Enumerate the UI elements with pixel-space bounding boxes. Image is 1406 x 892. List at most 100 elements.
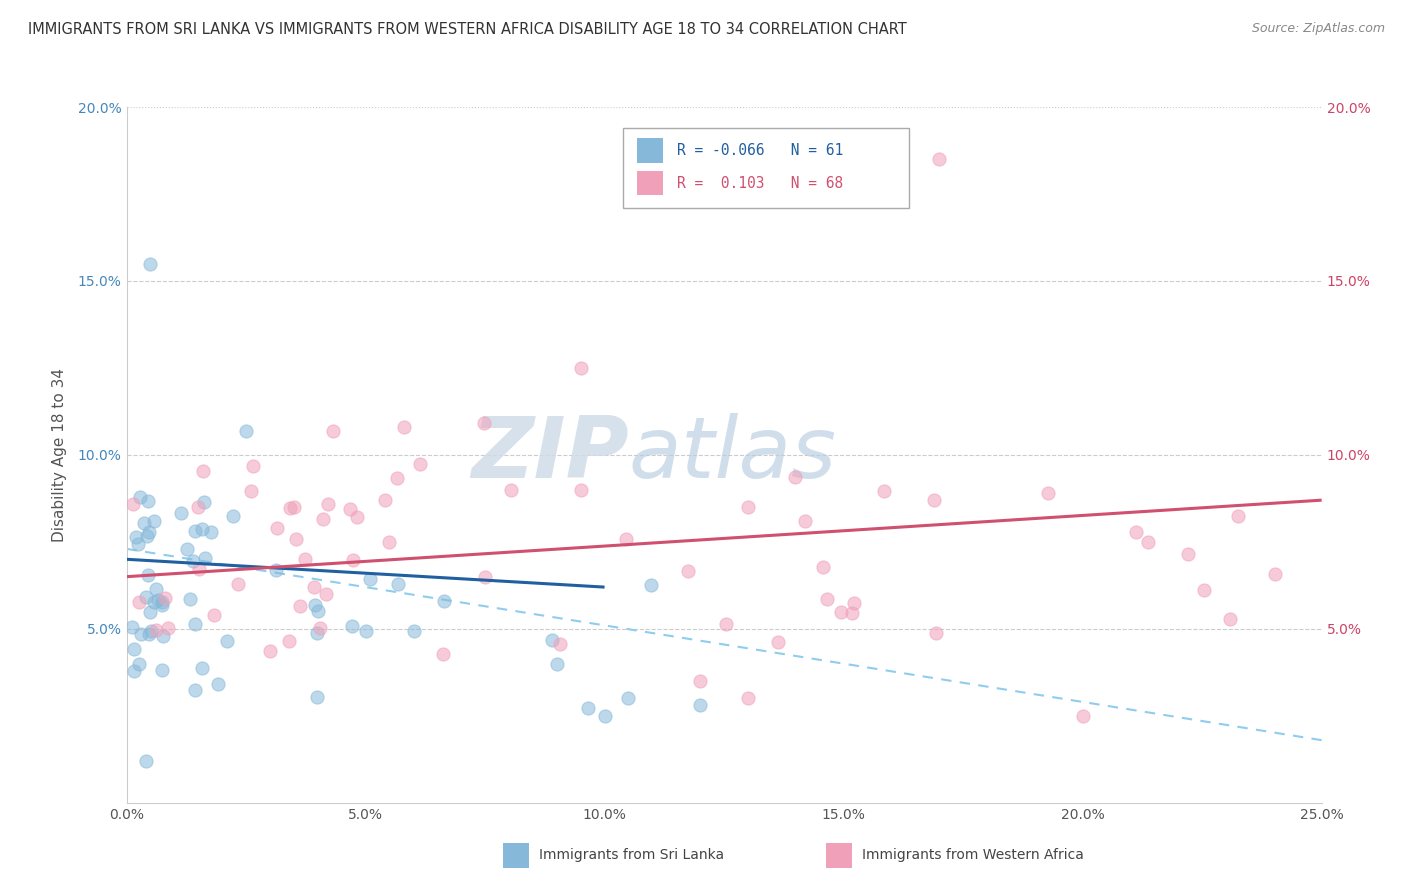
Point xyxy=(766,634,789,648)
Point xyxy=(143,514,166,528)
Point xyxy=(125,530,148,544)
Point xyxy=(121,620,143,634)
Point xyxy=(308,621,330,635)
Point xyxy=(138,525,160,540)
Point xyxy=(1125,525,1147,540)
Point xyxy=(312,512,335,526)
FancyBboxPatch shape xyxy=(623,128,910,208)
Point xyxy=(138,627,160,641)
Text: IMMIGRANTS FROM SRI LANKA VS IMMIGRANTS FROM WESTERN AFRICA DISABILITY AGE 18 TO: IMMIGRANTS FROM SRI LANKA VS IMMIGRANTS … xyxy=(28,22,907,37)
Point xyxy=(392,419,415,434)
Point xyxy=(346,509,368,524)
Point xyxy=(200,525,222,540)
Bar xyxy=(825,843,852,868)
Text: atlas: atlas xyxy=(628,413,837,497)
Point xyxy=(121,497,143,511)
Point xyxy=(294,552,316,566)
Point xyxy=(222,508,245,523)
Point xyxy=(1264,567,1286,582)
Point xyxy=(153,591,176,605)
Point xyxy=(138,605,160,619)
Text: R =  0.103   N = 68: R = 0.103 N = 68 xyxy=(678,176,844,191)
Point xyxy=(307,605,329,619)
Point xyxy=(136,529,159,543)
Point xyxy=(548,637,571,651)
Text: R = -0.066   N = 61: R = -0.066 N = 61 xyxy=(678,143,844,158)
Point xyxy=(737,691,759,706)
Point xyxy=(284,533,307,547)
Bar xyxy=(637,171,664,195)
Y-axis label: Disability Age 18 to 34: Disability Age 18 to 34 xyxy=(52,368,66,542)
Point xyxy=(122,664,145,678)
Point xyxy=(318,497,340,511)
Point xyxy=(191,522,214,536)
Point xyxy=(266,521,288,535)
Point xyxy=(678,564,700,578)
Point xyxy=(207,677,229,691)
Point xyxy=(145,623,167,637)
Point xyxy=(546,657,568,671)
Point xyxy=(472,416,495,430)
Point xyxy=(474,570,496,584)
Point xyxy=(374,492,396,507)
Point xyxy=(842,596,865,610)
Point xyxy=(191,464,214,478)
Point xyxy=(217,633,239,648)
Point xyxy=(1194,583,1216,598)
Point xyxy=(402,624,425,639)
Point xyxy=(235,424,257,438)
Text: Immigrants from Western Africa: Immigrants from Western Africa xyxy=(862,848,1084,862)
Point xyxy=(148,592,170,607)
Point xyxy=(928,152,950,166)
Point xyxy=(737,500,759,514)
Point xyxy=(830,605,852,619)
Point xyxy=(136,494,159,508)
Point xyxy=(139,256,162,270)
Point xyxy=(689,698,711,713)
Point xyxy=(150,598,173,612)
Point xyxy=(409,457,432,471)
Point xyxy=(183,554,205,568)
Bar xyxy=(637,138,664,162)
Point xyxy=(387,577,409,591)
Point xyxy=(342,553,364,567)
Point xyxy=(150,595,173,609)
Point xyxy=(122,642,145,657)
Point xyxy=(170,506,193,520)
Point xyxy=(128,657,150,671)
Point xyxy=(815,592,838,607)
Point xyxy=(152,663,174,677)
Point xyxy=(239,483,262,498)
Point xyxy=(129,627,152,641)
Point xyxy=(1137,535,1160,549)
Point xyxy=(264,563,287,577)
Point xyxy=(378,534,401,549)
Text: ZIP: ZIP xyxy=(471,413,628,497)
Point xyxy=(142,595,165,609)
Point xyxy=(194,550,217,565)
Point xyxy=(315,586,337,600)
Point xyxy=(307,625,329,640)
Point xyxy=(614,533,637,547)
Text: Source: ZipAtlas.com: Source: ZipAtlas.com xyxy=(1251,22,1385,36)
Point xyxy=(132,516,155,530)
Point xyxy=(226,576,249,591)
Point xyxy=(339,501,361,516)
Point xyxy=(129,490,152,504)
Point xyxy=(183,682,205,697)
Point xyxy=(322,424,344,438)
Point xyxy=(141,624,163,638)
Point xyxy=(841,606,863,620)
Point xyxy=(433,593,456,607)
Point xyxy=(288,599,311,613)
Point xyxy=(1177,547,1199,561)
Point xyxy=(135,590,157,604)
Point xyxy=(157,621,180,635)
Point xyxy=(128,595,150,609)
Point xyxy=(176,541,198,556)
Point xyxy=(873,483,896,498)
Point xyxy=(1219,612,1241,626)
Point xyxy=(925,626,948,640)
Point xyxy=(794,514,817,528)
Point xyxy=(202,608,225,623)
